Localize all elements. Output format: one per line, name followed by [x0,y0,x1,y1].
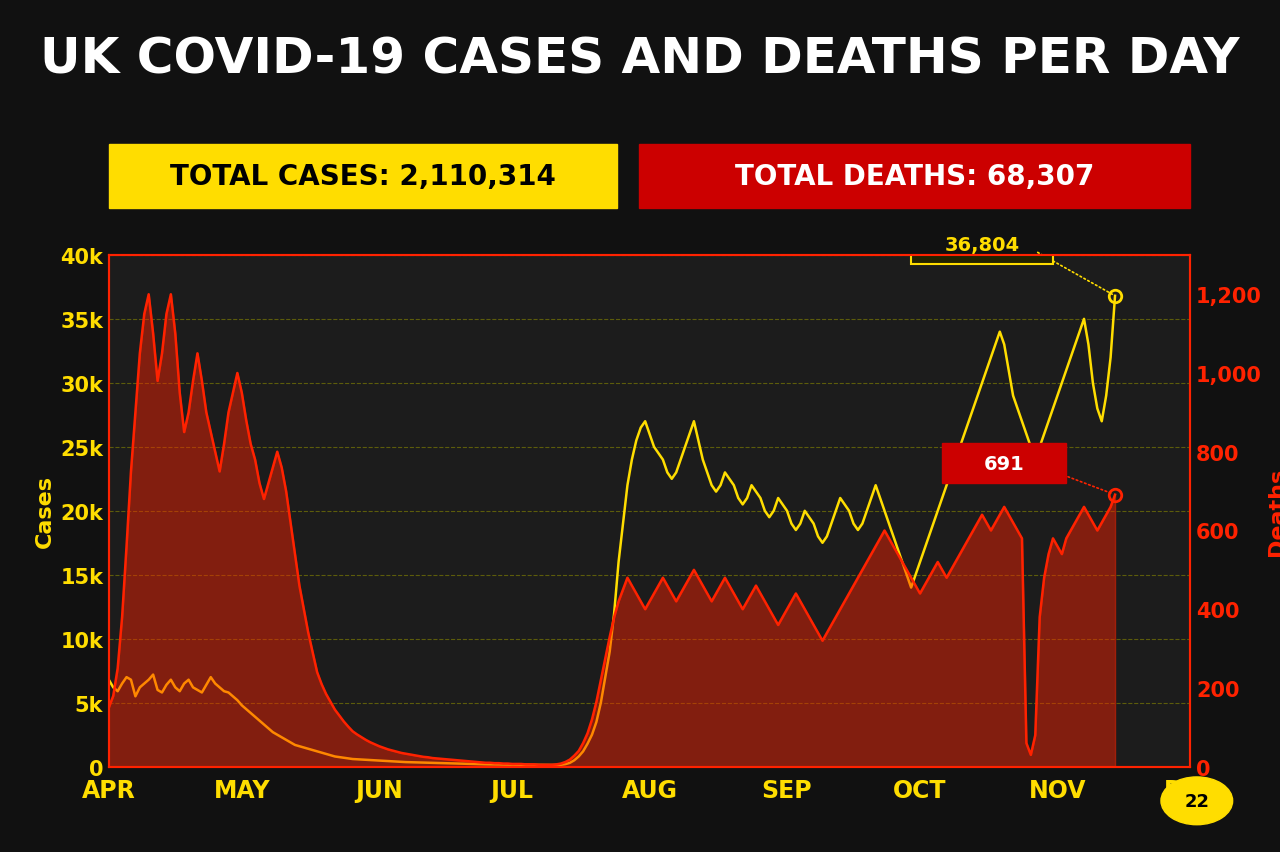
FancyBboxPatch shape [911,226,1053,264]
Text: TOTAL CASES: 2,110,314: TOTAL CASES: 2,110,314 [170,163,556,191]
Text: 36,804: 36,804 [945,236,1020,255]
Text: 22: 22 [1184,792,1210,810]
Text: UK COVID-19 CASES AND DEATHS PER DAY: UK COVID-19 CASES AND DEATHS PER DAY [40,36,1240,83]
FancyBboxPatch shape [942,444,1066,483]
Y-axis label: Cases: Cases [35,475,55,548]
Text: 691: 691 [984,454,1024,473]
Y-axis label: Deaths: Deaths [1267,467,1280,556]
Text: TOTAL DEATHS: 68,307: TOTAL DEATHS: 68,307 [735,163,1094,191]
